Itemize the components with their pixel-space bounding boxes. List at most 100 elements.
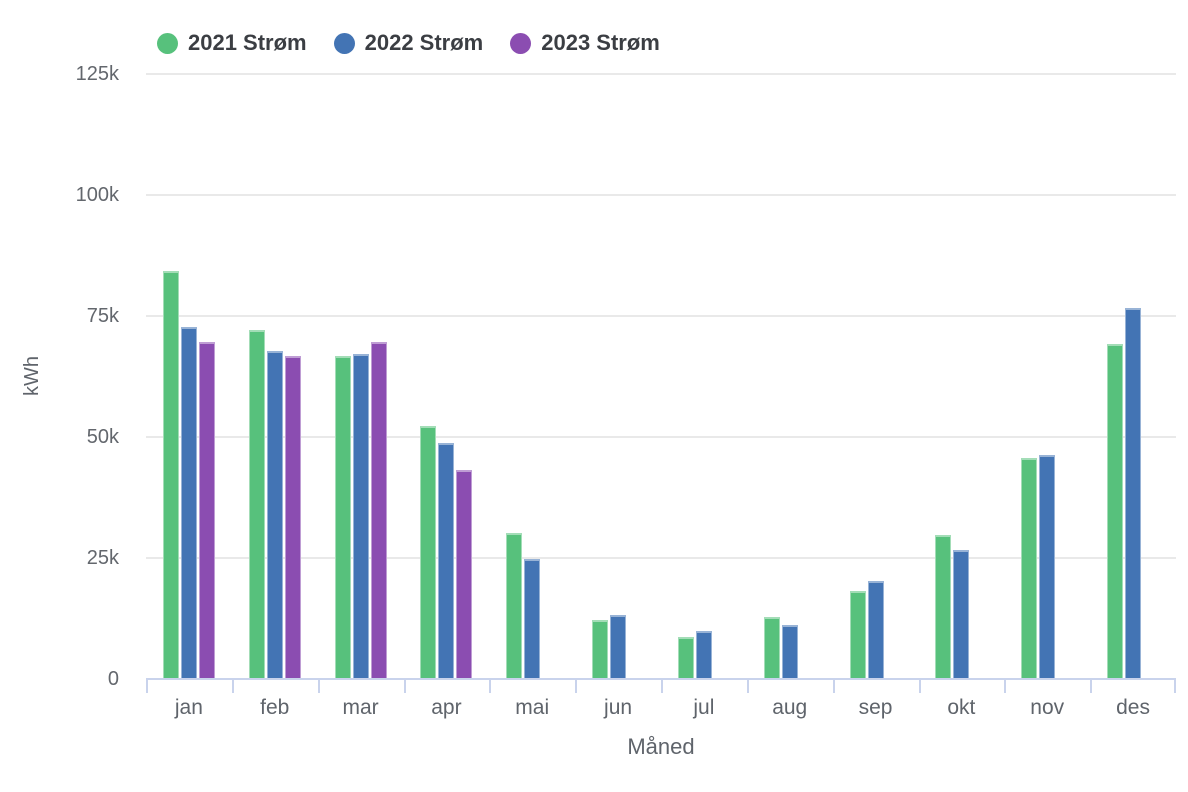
bar-slot-jan-2021 — [162, 271, 179, 678]
bar-feb-2021[interactable] — [248, 330, 265, 678]
bar-slot-feb-2021 — [248, 330, 265, 678]
bar-slot-okt-2022 — [953, 550, 970, 678]
legend-item-2023[interactable]: 2023 Strøm — [510, 30, 660, 56]
bar-okt-2022[interactable] — [953, 550, 970, 678]
legend-item-2022[interactable]: 2022 Strøm — [333, 30, 484, 56]
bar-slot-sep-2022 — [867, 581, 884, 678]
x-axis-tick — [232, 679, 234, 693]
x-axis-labels: jan feb mar apr mai jun jul aug sep okt … — [146, 696, 1176, 720]
bar-jun-2022[interactable] — [610, 615, 627, 678]
bar-slot-feb-2023 — [284, 356, 301, 678]
legend-swatch-2021-icon — [157, 32, 178, 54]
bar-jan-2022[interactable] — [180, 327, 197, 678]
x-label-jul: jul — [693, 696, 715, 719]
x-label-aug: aug — [772, 696, 808, 719]
bar-aug-2022[interactable] — [781, 625, 798, 678]
bar-apr-2021[interactable] — [420, 426, 437, 678]
bar-slot-okt-2021 — [935, 535, 952, 678]
bar-slot-aug-2022 — [781, 625, 798, 678]
x-axis-tick — [146, 679, 148, 693]
bar-des-2022[interactable] — [1125, 308, 1142, 678]
bar-mar-2021[interactable] — [334, 356, 351, 678]
x-axis-tick — [919, 679, 921, 693]
x-axis-tick — [489, 679, 491, 693]
y-tick-50k: 50k — [86, 426, 119, 448]
x-label-sep: sep — [858, 696, 893, 719]
bar-mai-2021[interactable] — [506, 533, 523, 678]
x-axis-ticks — [146, 679, 1176, 693]
bar-nov-2021[interactable] — [1021, 458, 1038, 678]
bar-jan-2023[interactable] — [198, 342, 215, 678]
bar-aug-2021[interactable] — [763, 617, 780, 678]
bar-group-mar — [318, 73, 404, 678]
bar-slot-apr-2023 — [456, 470, 473, 678]
x-axis-tick — [1004, 679, 1006, 693]
bar-group-sep — [833, 73, 919, 678]
legend-item-2021[interactable]: 2021 Strøm — [157, 30, 307, 56]
x-label-des: des — [1116, 696, 1150, 719]
bar-group-jul — [661, 73, 747, 678]
x-axis-tick — [747, 679, 749, 693]
x-label-mai: mai — [515, 696, 550, 719]
bar-slot-des-2022 — [1125, 308, 1142, 678]
bar-group-feb — [232, 73, 318, 678]
bar-sep-2022[interactable] — [867, 581, 884, 678]
x-axis-title: Måned — [627, 734, 695, 759]
legend-label-2022: 2022 Strøm — [364, 30, 484, 55]
x-label-okt: okt — [947, 696, 976, 719]
bar-mai-2022[interactable] — [524, 559, 541, 678]
bar-mar-2022[interactable] — [352, 354, 369, 678]
bar-jul-2022[interactable] — [695, 631, 712, 678]
plot-area — [146, 73, 1176, 680]
bar-feb-2023[interactable] — [284, 356, 301, 678]
bar-mar-2023[interactable] — [370, 342, 387, 678]
y-tick-25k: 25k — [86, 547, 119, 569]
bar-group-nov — [1004, 73, 1090, 678]
bar-slot-jun-2022 — [610, 615, 627, 678]
bar-jun-2021[interactable] — [592, 620, 609, 678]
x-axis-tick — [661, 679, 663, 693]
bar-slot-feb-2022 — [266, 351, 283, 678]
x-axis-tick — [575, 679, 577, 693]
gridline-100k — [146, 194, 1176, 196]
gridline-25k — [146, 557, 1176, 559]
bar-jan-2021[interactable] — [162, 271, 179, 678]
bar-sep-2021[interactable] — [849, 591, 866, 678]
bar-feb-2022[interactable] — [266, 351, 283, 678]
bar-group-aug — [747, 73, 833, 678]
bar-slot-jan-2022 — [180, 327, 197, 678]
bar-slot-mai-2022 — [524, 559, 541, 678]
x-label-nov: nov — [1030, 696, 1065, 719]
bar-slot-sep-2021 — [849, 591, 866, 678]
bars-container — [146, 73, 1176, 678]
bar-nov-2022[interactable] — [1039, 455, 1056, 678]
bar-slot-jul-2022 — [695, 631, 712, 678]
legend-swatch-2022-icon — [333, 32, 355, 54]
y-tick-0: 0 — [107, 668, 119, 690]
bar-apr-2022[interactable] — [438, 443, 455, 678]
bar-slot-jun-2021 — [592, 620, 609, 678]
x-axis-tick — [833, 679, 835, 693]
bar-slot-nov-2022 — [1039, 455, 1056, 678]
y-axis-title: kWh — [20, 356, 43, 396]
chart-legend: 2021 Strøm 2022 Strøm 2023 Strøm — [157, 30, 660, 56]
y-tick-75k: 75k — [86, 305, 119, 327]
y-tick-125k: 125k — [75, 63, 119, 85]
bar-apr-2023[interactable] — [456, 470, 473, 678]
x-label-feb: feb — [260, 696, 290, 719]
bar-group-apr — [403, 73, 489, 678]
bar-jul-2021[interactable] — [677, 637, 694, 678]
bar-slot-mai-2021 — [506, 533, 523, 678]
bar-slot-aug-2021 — [763, 617, 780, 678]
x-axis-tick — [1090, 679, 1092, 693]
bar-des-2021[interactable] — [1107, 344, 1124, 678]
bar-group-mai — [489, 73, 575, 678]
gridline-50k — [146, 436, 1176, 438]
bar-slot-jul-2021 — [677, 637, 694, 678]
bar-group-des — [1090, 73, 1176, 678]
bar-group-jan — [146, 73, 232, 678]
bar-okt-2021[interactable] — [935, 535, 952, 678]
legend-swatch-2023-icon — [510, 32, 532, 54]
bar-slot-mar-2021 — [334, 356, 351, 678]
